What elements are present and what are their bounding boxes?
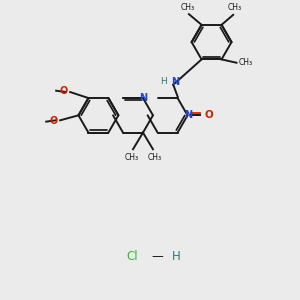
Text: CH₃: CH₃: [180, 2, 194, 11]
Text: Cl: Cl: [126, 250, 137, 263]
Text: H: H: [172, 250, 181, 263]
Text: CH₃: CH₃: [228, 3, 242, 12]
Text: O: O: [204, 110, 213, 120]
Text: —: —: [152, 250, 163, 263]
Text: N: N: [139, 93, 147, 103]
Text: CH₃: CH₃: [148, 153, 162, 162]
Text: CH₃: CH₃: [124, 153, 138, 162]
Text: H: H: [160, 77, 166, 86]
Text: CH₃: CH₃: [238, 58, 253, 67]
Text: O: O: [49, 116, 58, 126]
Text: N: N: [184, 110, 192, 120]
Text: N: N: [171, 77, 179, 87]
Text: O: O: [59, 86, 68, 96]
